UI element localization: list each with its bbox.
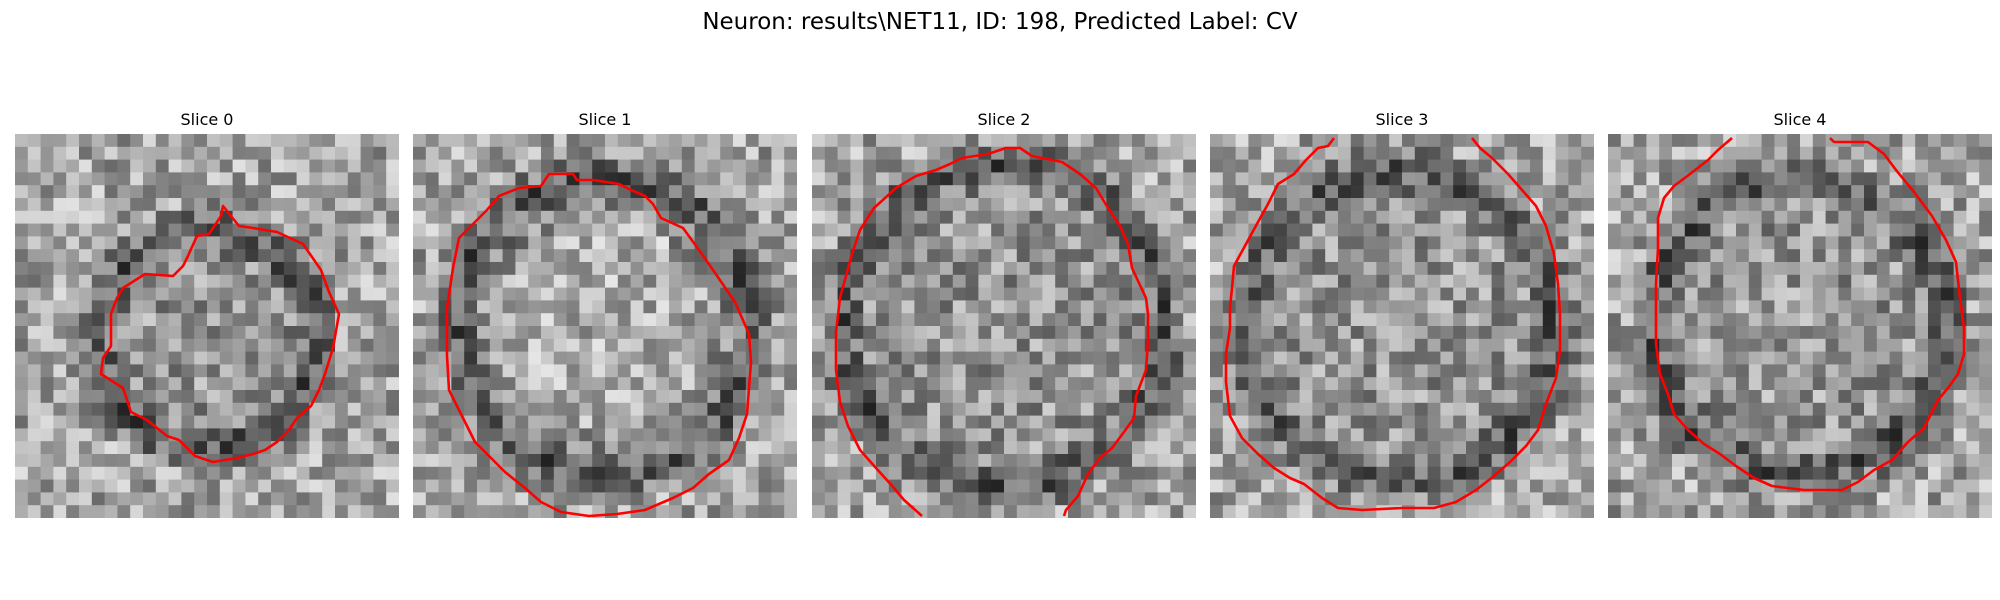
slice-image xyxy=(413,134,797,518)
contour-overlay xyxy=(99,204,341,464)
contour-overlay xyxy=(834,146,1150,517)
slice-image xyxy=(1608,134,1992,518)
slice-title: Slice 0 xyxy=(180,110,234,129)
slice-image xyxy=(812,134,1196,518)
figure-title: Neuron: results\NET11, ID: 198, Predicte… xyxy=(702,9,1298,35)
grayscale-patch xyxy=(1210,134,1594,518)
grayscale-patch xyxy=(15,134,399,518)
slice-title: Slice 3 xyxy=(1375,110,1429,129)
grayscale-patch xyxy=(812,134,1196,518)
grayscale-patch xyxy=(413,134,797,518)
slice-title: Slice 4 xyxy=(1773,110,1827,129)
contour-overlay xyxy=(1224,137,1562,512)
slice-title: Slice 2 xyxy=(977,110,1031,129)
slice-title: Slice 1 xyxy=(578,110,632,129)
contour-overlay xyxy=(445,172,753,518)
slice-image xyxy=(15,134,399,518)
grayscale-patch xyxy=(1608,134,1992,518)
contour-overlay xyxy=(1654,137,1966,492)
slice-image xyxy=(1210,134,1594,518)
